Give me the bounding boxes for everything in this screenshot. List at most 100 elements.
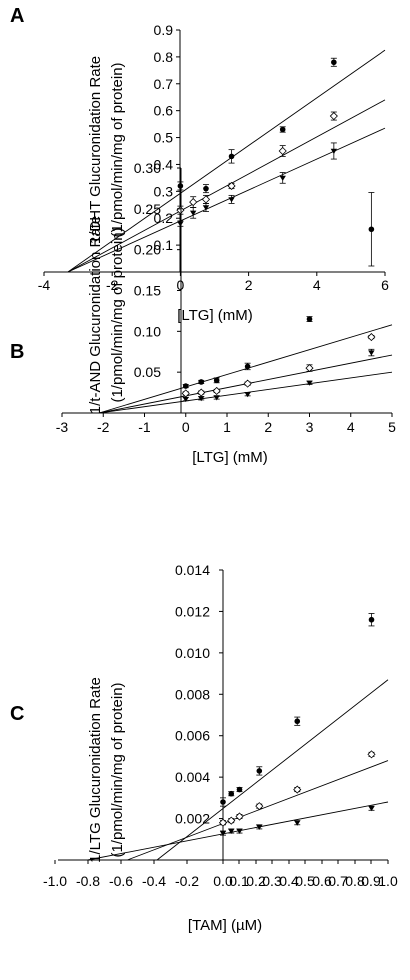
x-tick-label: -0.2 xyxy=(175,873,199,889)
data-point xyxy=(213,377,220,384)
data-point xyxy=(294,820,301,826)
data-point xyxy=(177,183,184,189)
y-tick-label: 0.30 xyxy=(134,160,161,176)
x-tick-label: -1.0 xyxy=(43,873,67,889)
x-tick-label: -4 xyxy=(38,277,51,293)
series-filled-circle xyxy=(156,613,389,861)
x-tick-label: 0.2 xyxy=(246,873,266,889)
regression-line xyxy=(98,324,393,414)
data-point xyxy=(368,616,375,623)
x-tick-label: -2 xyxy=(106,277,119,293)
regression-line xyxy=(67,99,386,273)
y-tick-label: 0.7 xyxy=(154,76,174,92)
data-point xyxy=(279,126,286,133)
x-tick-label: -1 xyxy=(138,419,151,435)
x-axis-label: [LTG] (mM) xyxy=(177,307,253,324)
data-point xyxy=(201,195,211,204)
data-point xyxy=(236,786,243,793)
x-tick-label: 4 xyxy=(313,277,321,293)
series-open-diamond xyxy=(99,332,393,414)
y-axis-label-units: (1/pmol/min/mg of protein) xyxy=(109,62,126,237)
y-axis-label: 1/LTG Glucuronidation Rate xyxy=(87,677,104,863)
x-tick-label: 0.3 xyxy=(262,873,282,889)
data-point xyxy=(227,816,236,825)
y-axis-label-units: (1/pmol/min/mg of protein) xyxy=(109,227,126,402)
panel-label: B xyxy=(10,341,24,363)
y-tick-label: 0.1 xyxy=(154,237,174,253)
data-point xyxy=(236,828,243,834)
x-tick-label: 0.0 xyxy=(213,873,233,889)
y-tick-label: 0.004 xyxy=(175,769,210,785)
y-tick-label: 0.20 xyxy=(134,242,161,258)
x-tick-label: 0.7 xyxy=(328,873,348,889)
x-tick-label: 0 xyxy=(182,419,190,435)
regression-line xyxy=(127,760,389,861)
data-point xyxy=(256,768,263,774)
y-tick-label: 0.15 xyxy=(134,283,161,299)
data-point xyxy=(203,185,209,192)
series-filled-triangle xyxy=(87,801,389,861)
data-point xyxy=(278,146,287,156)
x-tick-label: -0.6 xyxy=(109,873,133,889)
data-point xyxy=(219,830,227,837)
data-point xyxy=(306,380,313,386)
data-point xyxy=(212,386,221,396)
data-point xyxy=(218,818,228,827)
y-tick-label: 0.010 xyxy=(175,645,210,661)
y-tick-label: 0.3 xyxy=(154,183,174,199)
x-tick-label: 5 xyxy=(388,419,396,435)
data-point xyxy=(228,197,235,203)
data-point xyxy=(235,812,244,821)
data-point xyxy=(228,828,235,834)
x-tick-label: 6 xyxy=(381,277,389,293)
y-tick-label: 0.008 xyxy=(175,686,210,702)
panel-label: C xyxy=(10,703,24,725)
x-tick-label: 4 xyxy=(347,419,355,435)
x-tick-label: -3 xyxy=(56,419,69,435)
y-tick-label: 0.002 xyxy=(175,811,210,827)
x-tick-label: 1 xyxy=(223,419,231,435)
series-filled-circle xyxy=(98,192,393,414)
x-tick-label: -0.8 xyxy=(76,873,100,889)
x-tick-label: -0.4 xyxy=(142,873,166,889)
data-point xyxy=(367,750,376,759)
data-point xyxy=(368,806,375,812)
regression-line xyxy=(156,679,389,861)
data-point xyxy=(181,389,190,398)
panel-label: A xyxy=(10,5,24,27)
series-filled-triangle xyxy=(67,127,386,273)
x-tick-label: 0.5 xyxy=(295,873,315,889)
data-point xyxy=(228,153,235,160)
data-point xyxy=(228,790,235,797)
data-point xyxy=(255,802,264,811)
data-point xyxy=(329,111,338,121)
data-point xyxy=(244,392,251,398)
data-point xyxy=(189,210,197,216)
data-point xyxy=(220,799,226,805)
data-point xyxy=(294,718,301,725)
y-tick-label: 0.014 xyxy=(175,562,210,578)
data-point xyxy=(331,59,337,66)
data-point xyxy=(227,181,236,191)
y-tick-label: 0.10 xyxy=(134,323,161,339)
y-tick-label: 0.9 xyxy=(154,22,174,38)
x-tick-label: 0.4 xyxy=(279,873,299,889)
y-tick-label: 0.2 xyxy=(154,210,174,226)
data-point xyxy=(182,383,189,389)
y-axis-label-units: (1/pmol/min/mg of protein) xyxy=(109,682,126,857)
data-point xyxy=(279,175,286,181)
x-tick-label: 0.9 xyxy=(361,873,381,889)
y-tick-label: 0.012 xyxy=(175,603,210,619)
x-tick-label: 0.1 xyxy=(229,873,249,889)
series-filled-triangle xyxy=(99,348,393,414)
x-tick-label: 0.8 xyxy=(345,873,365,889)
y-tick-label: 0.25 xyxy=(134,201,161,217)
data-point xyxy=(368,226,375,233)
data-point xyxy=(244,363,251,370)
y-tick-label: 0.05 xyxy=(134,364,161,380)
y-tick-label: 0.8 xyxy=(154,49,174,65)
regression-line xyxy=(67,49,386,273)
data-point xyxy=(243,379,252,388)
data-point xyxy=(293,785,302,794)
